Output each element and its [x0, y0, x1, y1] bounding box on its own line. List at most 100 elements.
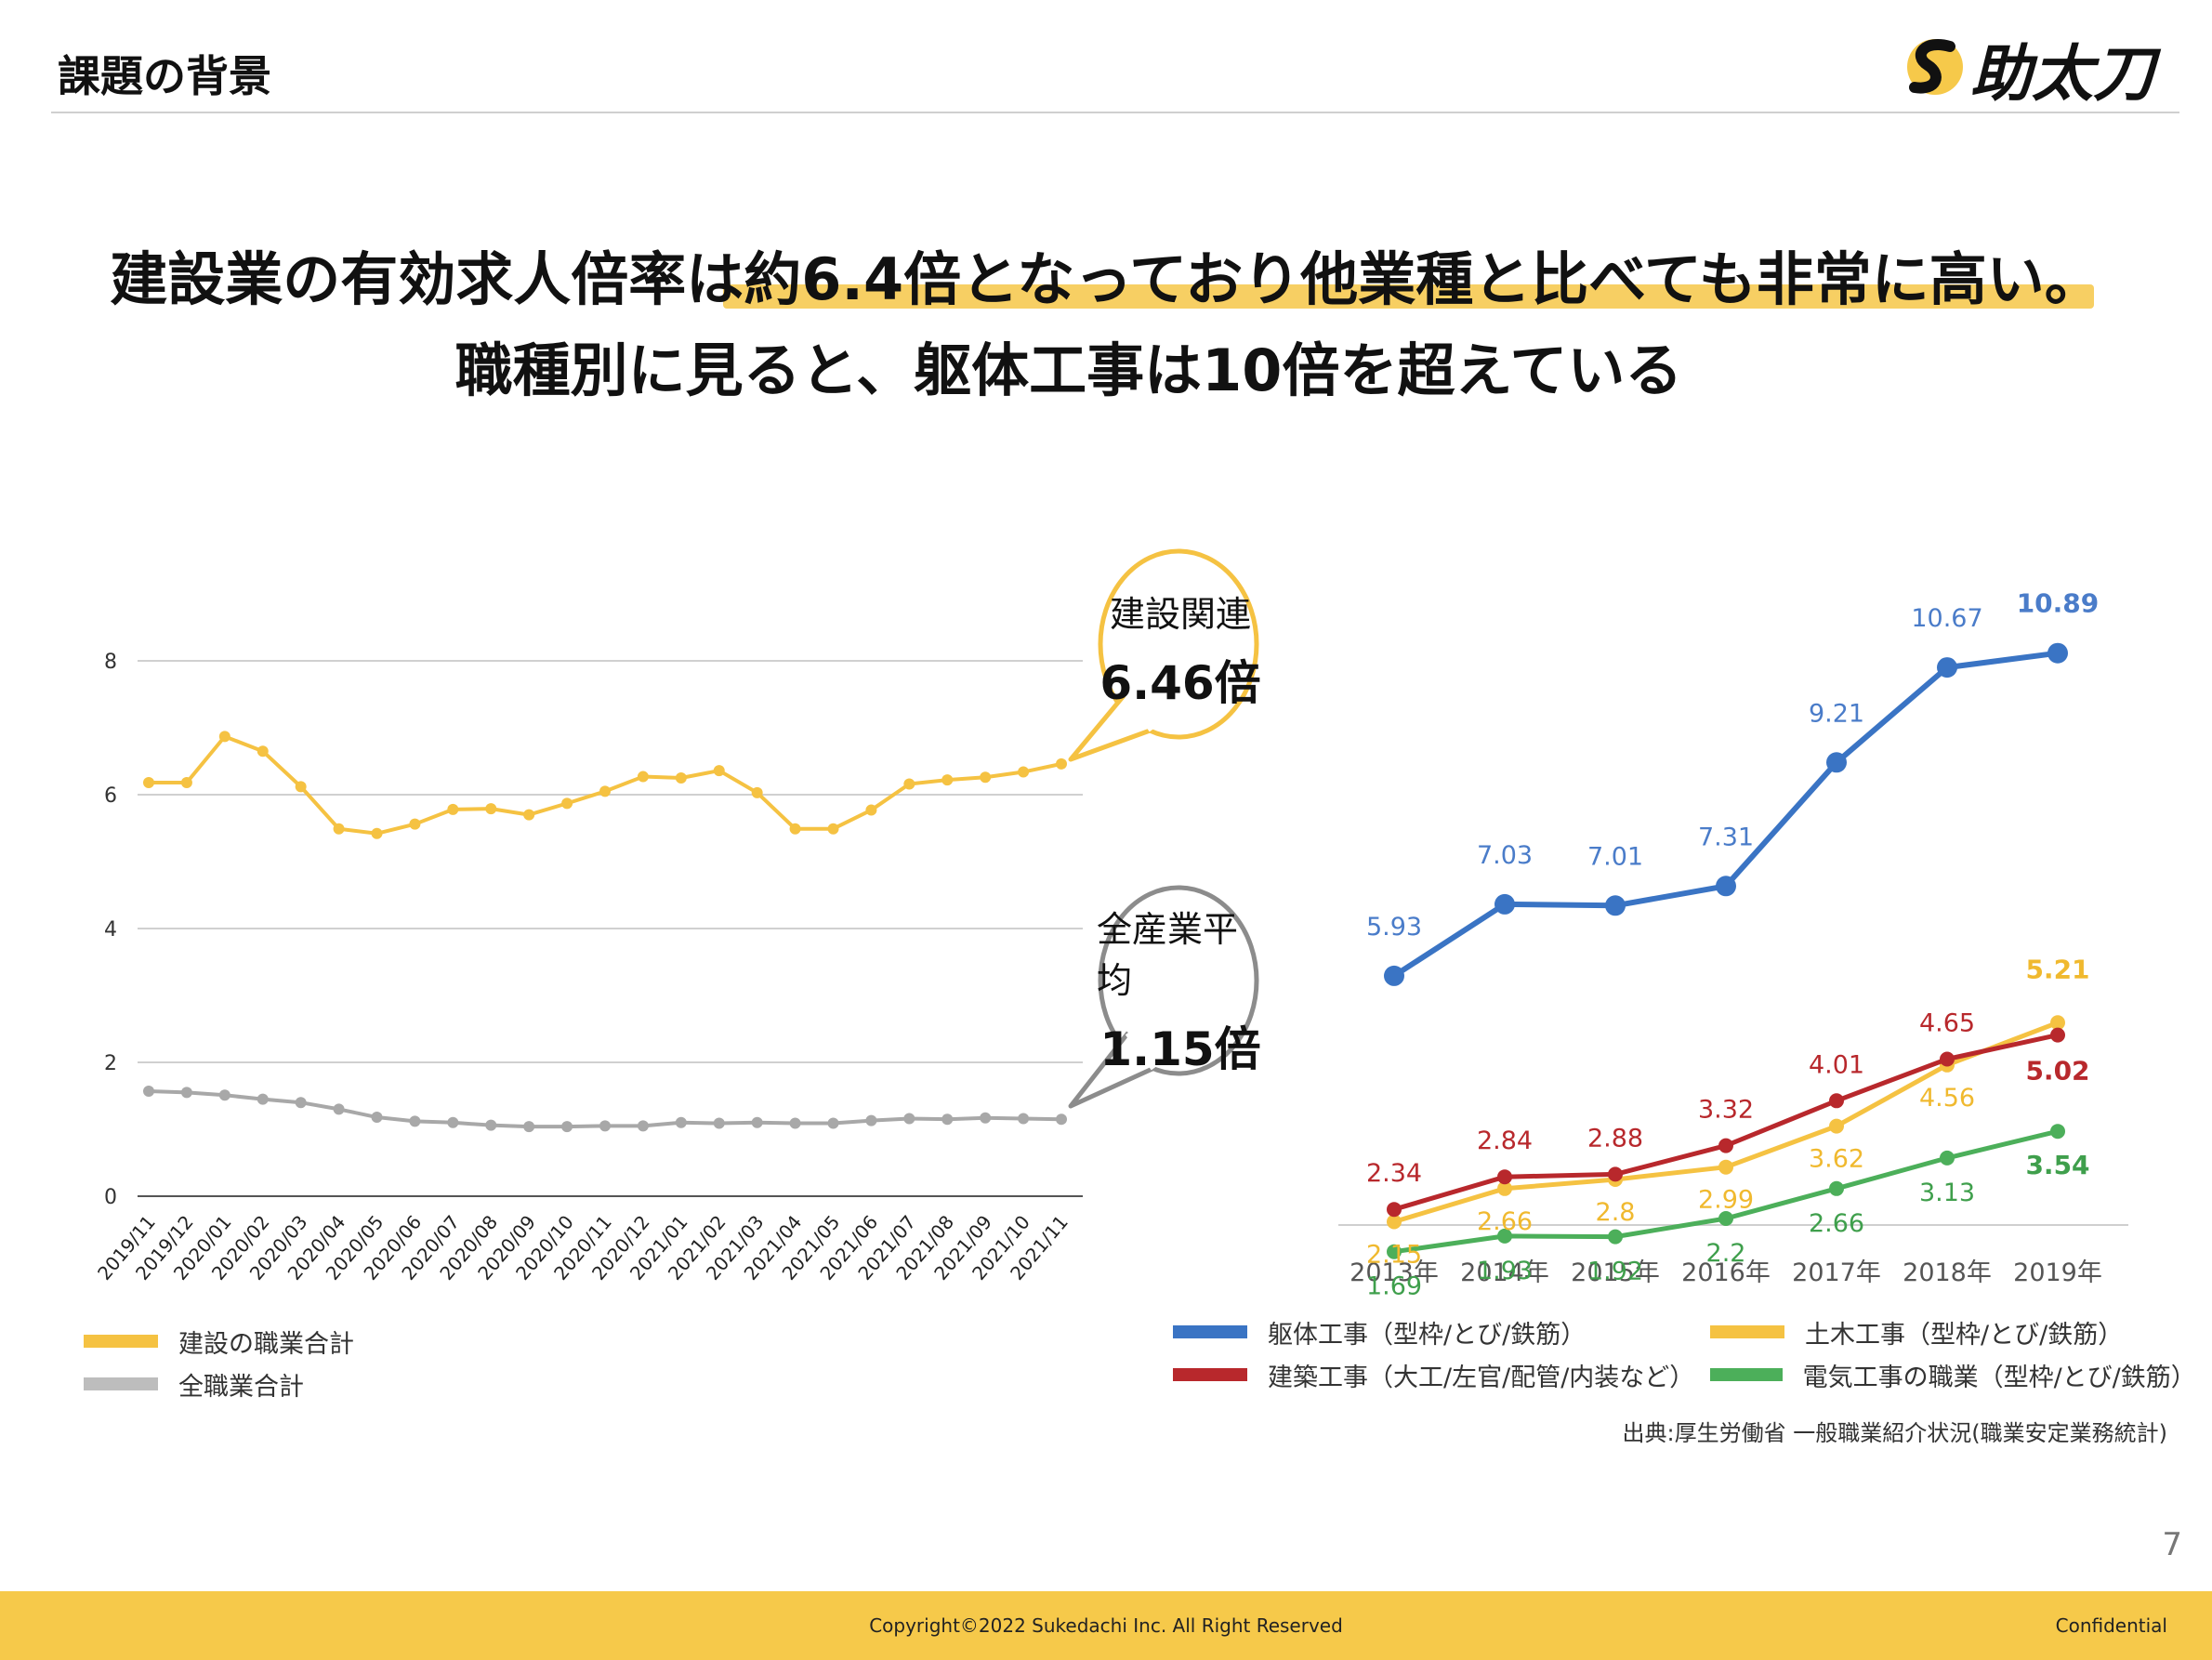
- logo-text: 助太刀: [1970, 38, 2162, 110]
- data-label: 4.65: [1919, 1009, 1975, 1038]
- data-point: [1608, 1229, 1623, 1245]
- data-label: 3.54: [2025, 1150, 2089, 1180]
- data-point: [1940, 1150, 1955, 1166]
- bubble-construction-label: 建設関連: [1109, 593, 1251, 635]
- headline-highlight: [723, 284, 2094, 309]
- series-line-0: [149, 734, 1062, 836]
- x-tick-label: 2014年: [1460, 1258, 1549, 1287]
- logo-mark-icon: [1907, 39, 1963, 95]
- data-point: [1718, 1211, 1733, 1226]
- data-point: [1497, 1169, 1512, 1185]
- data-point: [1829, 1118, 1844, 1134]
- data-point: [409, 818, 421, 830]
- data-point: [675, 772, 687, 784]
- data-point: [599, 1120, 611, 1132]
- confidential-label: Confidential: [2055, 1614, 2167, 1637]
- data-point: [1494, 893, 1515, 915]
- data-point: [1937, 657, 1957, 678]
- data-point: [2050, 1124, 2065, 1140]
- data-label: 2.88: [1587, 1124, 1643, 1153]
- data-point: [257, 1093, 269, 1105]
- data-point: [409, 1115, 421, 1127]
- data-label: 2.15: [1366, 1241, 1422, 1270]
- data-label: 7.01: [1587, 842, 1643, 871]
- legend-swatch-yellow: [1710, 1325, 1784, 1338]
- data-point: [1497, 1180, 1512, 1196]
- data-point: [333, 823, 345, 835]
- data-point: [1829, 1180, 1844, 1196]
- data-point: [485, 1119, 497, 1131]
- y-tick-label: 8: [104, 651, 117, 674]
- data-point: [1716, 876, 1736, 897]
- legend-label: 全職業合計: [178, 1372, 304, 1402]
- data-point: [180, 777, 192, 789]
- data-point: [865, 1114, 877, 1126]
- data-point: [789, 823, 801, 835]
- bubble-all-label: 全産業平均: [1097, 909, 1239, 1001]
- legend-item: 建築工事（大工/左官/配管/内装など）: [1173, 1353, 1710, 1396]
- data-point: [713, 765, 725, 777]
- data-label: 5.21: [2025, 954, 2089, 984]
- data-point: [1605, 895, 1626, 916]
- legend-item: 躯体工事（型枠/とび/鉄筋）: [1173, 1311, 1710, 1353]
- data-label: 9.21: [1809, 699, 1864, 728]
- data-point: [1387, 1244, 1402, 1259]
- page-number: 7: [2162, 1526, 2182, 1563]
- right-line-chart: 2013年 2014年 2015年 2016年 2017年 2018年 2019年 5.93 7…: [1338, 588, 2128, 1301]
- data-point: [980, 1112, 992, 1124]
- data-point: [675, 1116, 687, 1128]
- y-tick-label: 4: [104, 918, 117, 942]
- data-point: [637, 771, 649, 783]
- bubble-construction-value: 6.46倍: [1099, 655, 1261, 710]
- data-point: [865, 804, 877, 816]
- legend-label: 電気工事の職業（型枠/とび/鉄筋）: [1802, 1363, 2196, 1392]
- legend-item: 建設の職業合計: [84, 1320, 354, 1363]
- legend-item: 電気工事の職業（型枠/とび/鉄筋）: [1710, 1353, 2196, 1396]
- data-point: [827, 823, 839, 835]
- data-label: 5.02: [2025, 1056, 2089, 1087]
- data-point: [751, 786, 763, 798]
- data-label: 2.99: [1698, 1186, 1754, 1215]
- data-label: 5.93: [1366, 913, 1422, 942]
- data-point: [903, 1113, 915, 1125]
- data-label: 2.66: [1809, 1209, 1864, 1238]
- data-label: 2.2: [1706, 1239, 1746, 1268]
- data-point: [447, 1116, 459, 1128]
- data-point: [257, 745, 269, 758]
- footer-bar: Copyright©2022 Sukedachi Inc. All Right …: [0, 1591, 2212, 1660]
- copyright-text: Copyright©2022 Sukedachi Inc. All Right …: [869, 1614, 1343, 1637]
- data-label: 7.03: [1477, 841, 1533, 870]
- legend-label: 建築工事（大工/左官/配管/内装など）: [1268, 1363, 1695, 1392]
- data-point: [751, 1116, 763, 1128]
- data-point: [1826, 752, 1847, 773]
- data-point: [789, 1117, 801, 1129]
- data-point: [827, 1117, 839, 1129]
- data-point: [1718, 1159, 1733, 1175]
- data-label: 3.32: [1698, 1096, 1754, 1125]
- data-point: [1608, 1166, 1623, 1182]
- legend-swatch-yellow: [84, 1335, 158, 1348]
- data-point: [1387, 1202, 1402, 1218]
- legend-item: 全職業合計: [84, 1363, 354, 1405]
- data-point: [295, 1097, 307, 1109]
- legend-swatch-red: [1173, 1368, 1247, 1381]
- data-point: [295, 781, 307, 793]
- legend-label: 建設の職業合計: [178, 1329, 354, 1359]
- data-point: [447, 803, 459, 815]
- data-point: [1018, 1113, 1030, 1125]
- data-point: [599, 785, 611, 797]
- x-tick-label: 2013年: [1350, 1258, 1439, 1287]
- company-logo: 助太刀: [1907, 38, 2162, 110]
- x-tick-label: 2016年: [1681, 1258, 1771, 1287]
- bubble-all-shape: [1068, 885, 1259, 1109]
- data-point: [980, 771, 992, 784]
- data-point: [1387, 1214, 1402, 1230]
- legend-swatch-green: [1710, 1368, 1783, 1381]
- data-point: [180, 1087, 192, 1099]
- data-point: [1018, 766, 1030, 778]
- data-point: [941, 774, 954, 786]
- data-point: [371, 1112, 383, 1124]
- data-point: [371, 827, 383, 839]
- data-point: [1384, 965, 1404, 986]
- data-point: [941, 1113, 954, 1126]
